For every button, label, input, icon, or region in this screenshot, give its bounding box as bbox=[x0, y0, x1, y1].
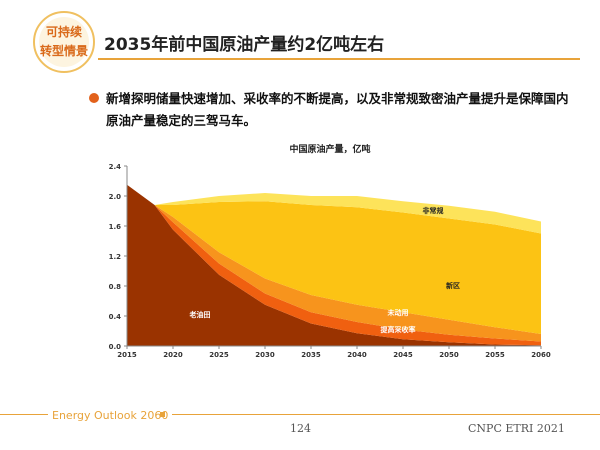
footer-marker bbox=[160, 412, 165, 417]
y-tick-label: 0.0 bbox=[109, 343, 122, 351]
area bbox=[127, 184, 541, 234]
y-tick-label: 0.8 bbox=[109, 283, 122, 291]
series-label: 未动用 bbox=[388, 308, 409, 317]
area bbox=[127, 184, 541, 346]
title-rule bbox=[98, 58, 580, 60]
slide-title: 2035年前中国原油产量约2亿吨左右 bbox=[104, 35, 385, 55]
y-tick-label: 0.4 bbox=[109, 313, 122, 321]
page-number: 124 bbox=[290, 422, 311, 435]
x-tick-label: 2050 bbox=[439, 351, 459, 359]
area bbox=[127, 184, 541, 346]
chart-title: 中国原油产量，亿吨 bbox=[289, 143, 370, 155]
y-tick-label: 2.0 bbox=[109, 193, 122, 201]
series-label: 提高采收率 bbox=[380, 325, 416, 334]
series-label: 新区 bbox=[446, 281, 460, 290]
logo-text: 可持续 bbox=[46, 24, 82, 39]
series-label: 非常规 bbox=[423, 206, 444, 215]
area bbox=[127, 184, 541, 342]
x-tick-label: 2030 bbox=[255, 351, 275, 359]
logo-text: 转型情景 bbox=[40, 43, 88, 58]
x-tick-label: 2015 bbox=[117, 351, 137, 359]
y-tick-label: 2.4 bbox=[109, 163, 122, 171]
series-label: 老油田 bbox=[189, 310, 211, 319]
x-tick-label: 2055 bbox=[485, 351, 505, 359]
x-tick-label: 2025 bbox=[209, 351, 229, 359]
x-tick-label: 2060 bbox=[531, 351, 551, 359]
footer-left: Energy Outlook 2060 bbox=[48, 409, 173, 422]
footer-line bbox=[0, 414, 600, 415]
x-tick-label: 2040 bbox=[347, 351, 367, 359]
footer-right: CNPC ETRI 2021 bbox=[468, 422, 565, 435]
bullet-text: 新增探明储量快速增加、采收率的不断提高，以及非常规致密油产量提升是保障国内原油产… bbox=[106, 91, 569, 128]
y-tick-label: 1.6 bbox=[109, 223, 122, 231]
area bbox=[127, 184, 541, 334]
x-tick-label: 2045 bbox=[393, 351, 413, 359]
y-tick-label: 1.2 bbox=[109, 253, 122, 261]
x-tick-label: 2035 bbox=[301, 351, 321, 359]
logo-disc bbox=[39, 17, 89, 67]
x-tick-label: 2020 bbox=[163, 351, 183, 359]
bullet-icon bbox=[89, 93, 99, 103]
